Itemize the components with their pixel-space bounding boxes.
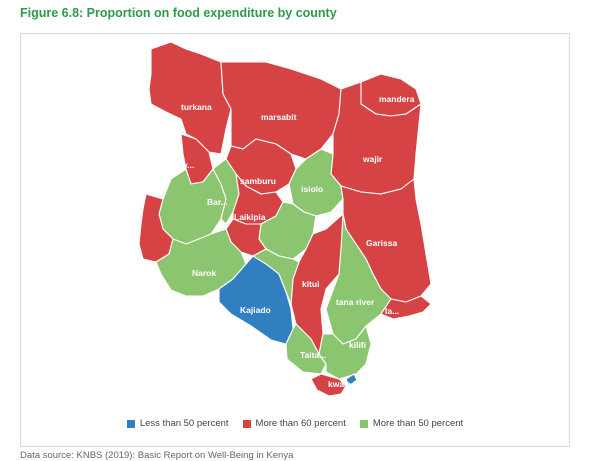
figure-title: Figure 6.8: Proportion on food expenditu… — [20, 6, 337, 20]
map-panel: turkana marsabit mandera wajir samburu i… — [20, 33, 570, 447]
region-baringo[interactable] — [212, 158, 240, 225]
label-laikipia: Laikipia — [234, 212, 266, 222]
label-garissa: Garissa — [366, 238, 397, 248]
legend-label: Less than 50 percent — [139, 418, 229, 429]
label-mandera: mandera — [379, 94, 415, 104]
label-turkana: turkana — [181, 102, 212, 112]
label-samburu: samburu — [240, 176, 276, 186]
region-kilifi[interactable] — [318, 325, 372, 380]
map-legend: Less than 50 percent More than 60 percen… — [21, 418, 569, 429]
kenya-county-map: turkana marsabit mandera wajir samburu i… — [138, 41, 432, 397]
legend-swatch-blue — [126, 419, 135, 428]
label-isiolo: isiolo — [301, 184, 323, 194]
label-kitui: kitui — [302, 279, 319, 289]
label-west-pokot: w... — [180, 160, 194, 170]
legend-swatch-red — [242, 419, 251, 428]
region-machakos-makueni[interactable] — [252, 248, 300, 305]
data-source-note: Data source: KNBS (2019): Basic Report o… — [20, 450, 294, 461]
legend-label: More than 50 percent — [372, 418, 464, 429]
region-tana-river[interactable] — [325, 213, 392, 345]
region-marsabit[interactable] — [220, 61, 342, 160]
label-taita: Taita... — [300, 350, 326, 360]
label-baringo: Bar... — [207, 197, 228, 207]
region-mombasa[interactable] — [345, 373, 358, 387]
label-kwale: kwale — [328, 379, 351, 389]
label-lamu: la... — [385, 306, 399, 316]
region-lamu[interactable] — [380, 295, 432, 320]
label-tana-river: tana river — [336, 297, 375, 307]
label-marsabit: marsabit — [261, 112, 297, 122]
region-isiolo[interactable] — [288, 148, 344, 217]
region-kwale[interactable] — [310, 373, 347, 397]
region-turkana[interactable] — [148, 41, 232, 155]
legend-label: More than 60 percent — [255, 418, 346, 429]
label-narok: Narok — [192, 268, 216, 278]
legend-item-more-than-50: More than 50 percent — [359, 418, 464, 429]
legend-item-more-than-60: More than 60 percent — [242, 418, 346, 429]
legend-item-less-than-50: Less than 50 percent — [126, 418, 229, 429]
legend-swatch-green — [359, 419, 368, 428]
map-labels: turkana marsabit mandera wajir samburu i… — [180, 94, 415, 389]
label-kilifi: kilifi — [349, 340, 366, 350]
label-kajiado: Kajiado — [240, 305, 271, 315]
label-wajir: wajir — [362, 154, 383, 164]
